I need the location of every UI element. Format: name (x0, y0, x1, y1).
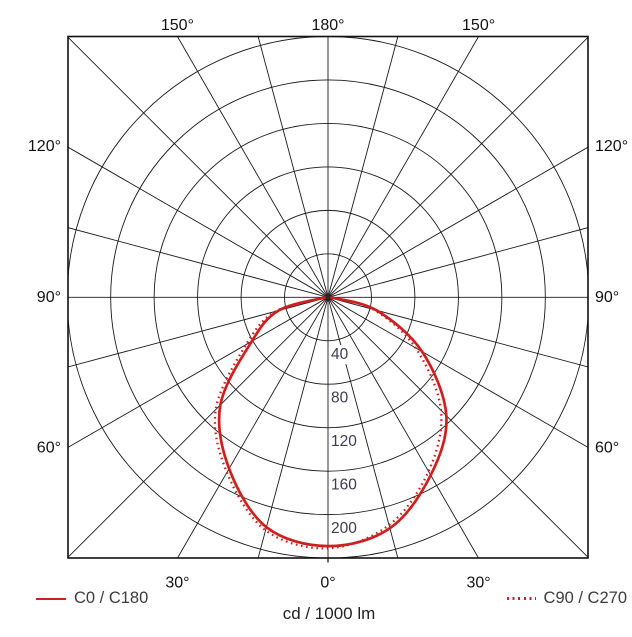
ring-value-label: 40 (331, 346, 349, 363)
grid-ray (68, 296, 329, 368)
angle-label: 150° (161, 17, 194, 34)
legend-item-c0-c180: C0 / C180 (36, 589, 148, 608)
legend-dotted-line-icon (506, 597, 536, 600)
angle-label: 180° (311, 17, 344, 34)
grid-ray (176, 297, 329, 558)
grid-ring (197, 166, 459, 429)
ring-label-halo (329, 475, 359, 495)
grid-ray (68, 296, 329, 558)
grid-ray (257, 36, 329, 298)
grid-ring (284, 253, 372, 342)
angle-label: 30° (466, 575, 490, 592)
angle-label: 60° (37, 439, 61, 456)
angle-label: 30° (165, 575, 189, 592)
grid-ray (327, 296, 588, 558)
grid-ray (176, 36, 329, 298)
curve-c90-c270 (213, 296, 443, 550)
ring-value-label: 160 (331, 476, 357, 493)
ring-value-label: 200 (331, 520, 357, 537)
grid-ray (327, 296, 588, 368)
angle-label: 120° (595, 138, 628, 155)
grid-ray (327, 36, 588, 298)
grid-ray (327, 146, 588, 298)
axis-units-caption: cd / 1000 lm (282, 604, 376, 623)
ring-label-halo (329, 388, 351, 408)
ring-label-halo (329, 345, 351, 365)
grid-ray (327, 36, 399, 298)
grid-ray (68, 146, 329, 298)
grid-ring (110, 79, 546, 516)
curve-c0-c180 (217, 295, 448, 548)
angle-label: 120° (28, 138, 61, 155)
grid-ring (153, 122, 503, 472)
grid-ray (68, 227, 329, 298)
grid-ray (68, 296, 329, 448)
angle-label: 90° (37, 289, 61, 306)
legend-label-c90-c270: C90 / C270 (543, 589, 627, 607)
center-dot (325, 295, 331, 300)
ring-label-halo (329, 518, 359, 538)
ring-value-label: 120 (331, 433, 357, 450)
ring-value-label: 80 (331, 390, 349, 407)
angle-label: 0° (320, 575, 335, 592)
grid-ring (240, 209, 416, 385)
legend-label-c0-c180: C0 / C180 (74, 589, 149, 607)
angle-label: 60° (595, 439, 619, 456)
grid-ray (327, 227, 588, 298)
ring-label-halo (329, 432, 359, 451)
grid-ray (327, 36, 480, 298)
legend-solid-line-icon (36, 597, 66, 600)
grid-ray (327, 296, 588, 448)
grid-ray (327, 297, 480, 558)
grid-ray (257, 297, 329, 558)
grid-ray (68, 36, 329, 298)
angle-label: 90° (595, 289, 619, 306)
legend-item-c90-c270: C90 / C270 (506, 589, 627, 608)
angle-label: 150° (462, 17, 495, 34)
